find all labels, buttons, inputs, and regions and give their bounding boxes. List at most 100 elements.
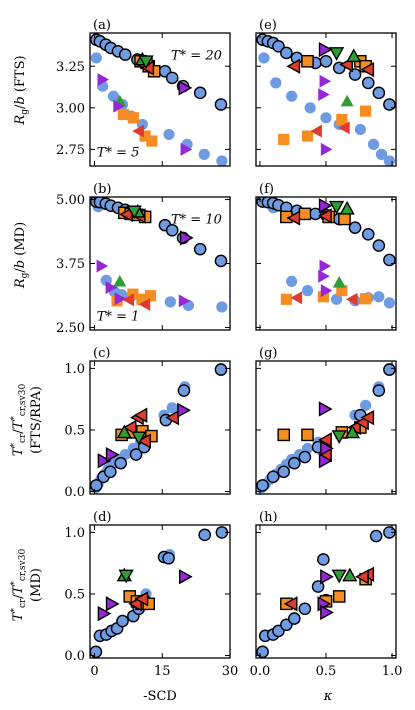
data-point-triangle_up	[340, 94, 354, 107]
data-point-circle	[330, 293, 343, 305]
y-tick-label: 5.00	[56, 193, 85, 208]
x-tick-label: 30	[222, 664, 239, 679]
data-point-triangle_up	[344, 424, 361, 439]
data-point-triangle_down	[331, 569, 347, 584]
data-point-circle	[361, 228, 375, 241]
panel-frame	[89, 360, 231, 495]
data-point-circle	[286, 90, 298, 102]
data-point-triangle_left	[122, 419, 137, 436]
data-point-triangle_left	[318, 208, 332, 224]
data-point-triangle_left	[360, 410, 375, 426]
data-point-square	[144, 290, 157, 302]
y-tick-label: 0.0	[64, 485, 85, 500]
data-point-circle	[193, 242, 207, 256]
panel-c: 1.0 0.5 0.0 (c)	[64, 346, 231, 500]
data-point-triangle_up	[116, 424, 132, 439]
data-point-triangle_right	[96, 259, 109, 273]
data-point-triangle_left	[345, 292, 358, 306]
data-point-triangle_right	[319, 259, 332, 273]
data-point-triangle_down	[331, 430, 347, 445]
y-tick-label: 1.0	[64, 362, 85, 377]
data-point-circle	[277, 465, 291, 479]
data-point-circle	[116, 614, 129, 628]
data-point-triangle_left	[138, 297, 151, 311]
data-point-circle	[369, 529, 383, 543]
data-point-triangle_left	[134, 591, 149, 607]
data-point-triangle_right	[114, 292, 127, 306]
data-point-circle	[360, 399, 372, 411]
data-point-triangle_left	[137, 433, 151, 449]
data-point-circle	[214, 363, 228, 376]
data-point-triangle_down	[328, 47, 345, 61]
data-point-circle	[163, 128, 175, 141]
y-tick-label: 1.0	[64, 526, 85, 541]
data-point-circle	[90, 479, 103, 492]
data-point-square	[301, 428, 314, 442]
data-point-triangle_right	[97, 606, 112, 622]
data-point-circle	[214, 98, 228, 111]
data-point-circle	[383, 155, 395, 166]
data-point-triangle_left	[310, 124, 322, 138]
data-point-triangle_right	[105, 281, 118, 294]
data-point-square	[301, 130, 314, 142]
data-point-triangle_right	[318, 269, 330, 283]
data-point-circle	[298, 602, 312, 616]
data-point-triangle_left	[165, 410, 179, 426]
data-point-circle	[272, 40, 285, 53]
data-point-triangle_left	[286, 210, 301, 226]
data-point-triangle_right	[178, 80, 193, 96]
data-point-triangle_right	[105, 446, 120, 463]
data-point-triangle_right	[105, 596, 120, 612]
data-point-triangle_right	[179, 230, 194, 246]
x-tick-label: 0.0	[250, 664, 271, 679]
data-point-circle	[383, 363, 396, 376]
data-point-circle	[165, 223, 179, 237]
data-point-square	[136, 293, 148, 305]
data-point-triangle_right	[178, 569, 193, 585]
data-point-square	[139, 130, 151, 142]
data-point-square	[336, 285, 348, 297]
data-point-square	[146, 135, 158, 147]
data-point-triangle_right	[97, 453, 112, 469]
data-point-circle	[258, 52, 270, 64]
data-point-circle	[114, 456, 128, 470]
data-point-triangle_right	[319, 74, 332, 88]
annotation: T* = 1	[97, 310, 140, 325]
panel-h: 0.0 0.5 1.0 (h)	[250, 510, 403, 679]
data-point-square	[277, 428, 291, 442]
data-point-square	[278, 133, 290, 145]
data-point-circle	[165, 71, 179, 85]
x-axis-label-right: κ	[323, 689, 333, 704]
data-point-circle	[118, 48, 132, 61]
data-point-circle	[367, 138, 380, 150]
panels: 3.25 3.00 2.75 (a) T* = 20 T* = 5 (e) 5.00 3.75 2…	[56, 18, 402, 679]
data-point-circle	[354, 123, 366, 136]
markers	[90, 526, 229, 658]
panel-frame	[89, 32, 231, 167]
markers	[256, 526, 396, 658]
data-point-triangle_left	[283, 596, 298, 612]
data-point-square	[332, 590, 346, 603]
data-point-circle	[270, 77, 282, 89]
y-tick-label: 0.0	[64, 649, 85, 664]
data-point-circle	[383, 297, 395, 309]
data-point-circle	[177, 384, 191, 397]
data-point-triangle_left	[122, 293, 134, 307]
y-axis-label-row3: T*cr/T*cr,sv30	[10, 384, 28, 457]
panel-label: (h)	[259, 510, 278, 525]
data-point-triangle_right	[320, 569, 334, 585]
panel-b: 5.00 3.75 2.50 (b) T* = 10 T* = 1	[56, 182, 231, 336]
markers	[256, 33, 396, 166]
data-point-square	[280, 293, 292, 305]
data-point-circle	[304, 102, 316, 114]
data-point-triangle_right	[318, 401, 333, 417]
data-point-circle	[348, 221, 362, 234]
data-point-triangle_right	[180, 142, 193, 156]
panel-e: (e)	[255, 18, 397, 167]
data-point-triangle_up	[339, 200, 355, 215]
data-point-triangle_right	[178, 294, 191, 308]
data-point-circle	[288, 456, 301, 470]
data-point-triangle_left	[338, 121, 350, 135]
data-point-triangle_right	[318, 453, 333, 469]
data-point-triangle_right	[320, 284, 333, 298]
